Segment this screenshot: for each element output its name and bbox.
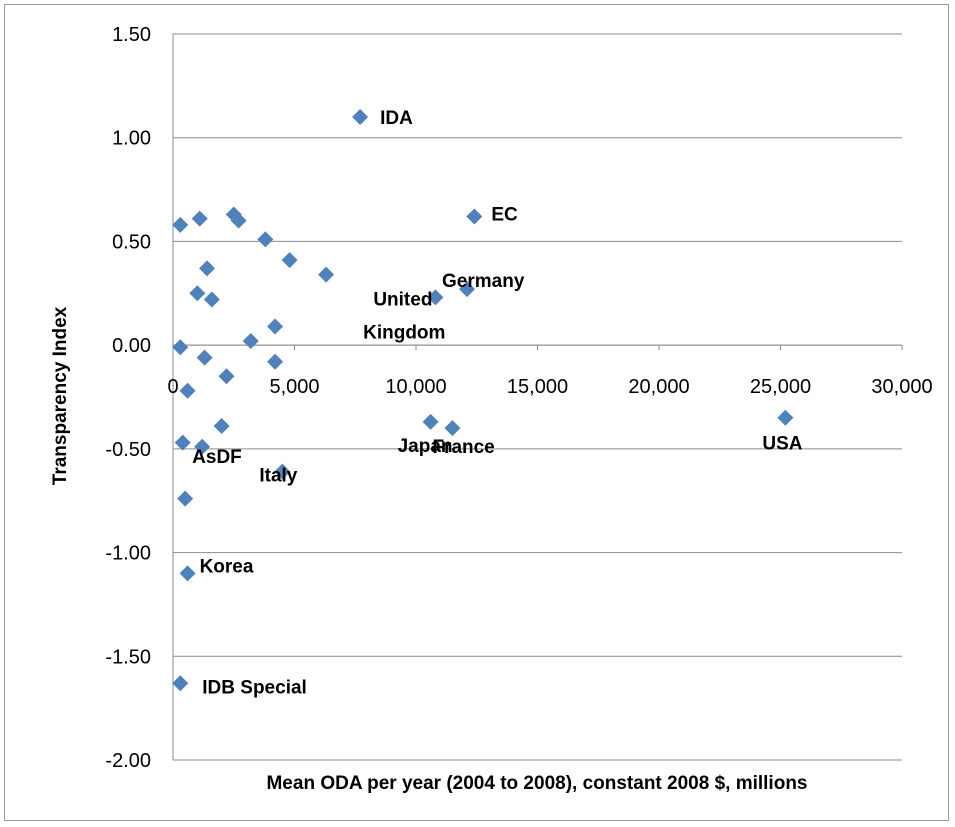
- data-point: [189, 285, 206, 302]
- data-point: [213, 418, 230, 435]
- x-tick-label: 15,000: [507, 376, 568, 398]
- point-label: AsDF: [192, 447, 242, 468]
- point-label: Italy: [259, 466, 297, 487]
- data-point: [466, 208, 483, 225]
- y-tick-label: 1.50: [112, 24, 151, 46]
- data-point: [427, 289, 444, 306]
- data-point: [267, 353, 284, 370]
- y-axis-title: Transparency Index: [50, 306, 71, 485]
- x-axis-title: Mean ODA per year (2004 to 2008), consta…: [266, 773, 807, 794]
- point-label: Japan: [398, 436, 453, 457]
- data-point: [179, 382, 196, 399]
- tick-labels: 1.50 1.00 0.50 0.00 -0.50 -1.00 -1.50 -2.00 0 5,0…: [105, 24, 932, 772]
- x-tick-label: 5,000: [269, 376, 319, 398]
- point-label: Korea: [200, 556, 254, 577]
- data-point: [777, 409, 794, 426]
- y-tick-label: -0.50: [105, 439, 151, 461]
- x-tick-label: 10,000: [385, 376, 446, 398]
- y-tick-label: -1.50: [105, 646, 151, 668]
- data-point: [267, 318, 284, 335]
- data-point: [459, 281, 476, 298]
- data-point: [444, 420, 461, 437]
- data-point: [281, 252, 298, 269]
- data-point: [191, 210, 208, 227]
- data-point: [257, 231, 274, 248]
- data-point: [230, 212, 247, 229]
- data-points: [172, 108, 794, 692]
- grid-lines: [173, 33, 902, 761]
- data-point: [422, 413, 439, 430]
- point-label: IDA: [380, 108, 413, 129]
- y-tick-label: 0.50: [112, 231, 151, 253]
- point-label: France: [432, 437, 494, 458]
- data-point: [218, 368, 235, 385]
- y-tick-label: -2.00: [105, 750, 151, 772]
- x-tick-label: 20,000: [628, 376, 689, 398]
- data-point: [203, 291, 220, 308]
- y-tick-label: 0.00: [112, 335, 151, 357]
- data-point: [318, 266, 335, 283]
- data-point: [179, 565, 196, 582]
- data-point: [174, 434, 191, 451]
- data-point: [196, 349, 213, 366]
- point-label: USA: [762, 434, 802, 455]
- x-tick-label: 0: [167, 376, 178, 398]
- data-point: [274, 463, 291, 480]
- data-point: [242, 332, 259, 349]
- x-tick-label: 25,000: [750, 376, 811, 398]
- chart-frame: [4, 4, 949, 821]
- data-point: [172, 339, 189, 356]
- point-label: United Kingdom: [363, 289, 445, 343]
- data-point: [352, 108, 369, 125]
- y-tick-label: -1.00: [105, 543, 151, 565]
- x-tick-label: 30,000: [871, 376, 932, 398]
- y-tick-label: 1.00: [112, 128, 151, 150]
- point-label-line: United: [373, 289, 432, 310]
- data-point: [177, 490, 194, 507]
- data-point: [194, 438, 211, 455]
- axes: [172, 34, 903, 760]
- point-label-line: Kingdom: [363, 322, 445, 343]
- point-label: EC: [491, 205, 518, 226]
- point-label: Germany: [442, 271, 525, 292]
- data-point: [172, 216, 189, 233]
- data-point: [172, 675, 189, 692]
- point-label: IDB Special: [202, 677, 307, 698]
- data-point: [199, 260, 216, 277]
